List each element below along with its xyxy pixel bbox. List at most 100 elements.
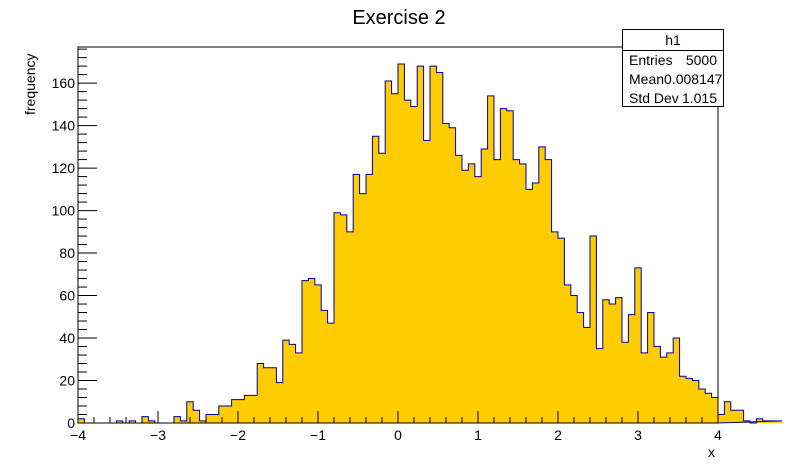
histogram-bar: [615, 297, 623, 423]
y-tick-label: 20: [59, 373, 75, 389]
y-tick-label: 60: [59, 288, 75, 304]
histogram-bar: [756, 418, 764, 423]
histogram-bar: [199, 420, 207, 423]
stats-label: Entries: [629, 52, 673, 68]
histogram-bar: [270, 367, 277, 423]
histogram-bar: [282, 340, 290, 423]
histogram-bar: [538, 146, 546, 424]
histogram-bar: [340, 214, 348, 423]
histogram-bar: [180, 420, 188, 423]
x-tick-label: −2: [230, 427, 246, 443]
histogram-bar: [558, 238, 565, 423]
histogram-bar: [385, 80, 392, 423]
histogram-bar: [417, 66, 424, 423]
histogram-bar: [673, 338, 680, 423]
histogram-bar: [487, 95, 495, 423]
stats-row-entries: Entries 5000: [623, 51, 723, 70]
y-tick-label: 80: [59, 245, 75, 261]
histogram-bar: [193, 410, 200, 423]
histogram-bar: [551, 231, 559, 423]
histogram-bar: [660, 357, 668, 423]
histogram-bar: [263, 367, 271, 423]
histogram-bar: [654, 346, 661, 423]
x-tick-label: 0: [394, 427, 402, 443]
histogram-bar: [494, 159, 501, 423]
histogram-bar: [174, 416, 181, 423]
y-axis-label: frequency: [22, 54, 38, 115]
histogram-bar: [737, 410, 744, 423]
histogram-bar: [730, 410, 738, 423]
x-axis-label: x: [708, 444, 715, 460]
histogram-bar: [500, 108, 508, 423]
histogram-bar: [404, 100, 412, 423]
histogram-bar: [250, 395, 258, 423]
histogram-bar: [583, 327, 591, 423]
histogram-bar: [391, 93, 399, 423]
histogram-bar: [513, 159, 520, 423]
histogram-bar: [449, 127, 456, 423]
histogram-bar: [244, 395, 252, 423]
histogram-bar: [308, 278, 316, 423]
histogram-bar: [327, 323, 335, 423]
x-tick-label: −1: [310, 427, 326, 443]
x-tick-label: 1: [474, 427, 482, 443]
stats-value: 0.008147: [664, 71, 723, 87]
x-tick-label: −4: [70, 427, 86, 443]
histogram-bar: [186, 401, 194, 423]
histogram-bar: [276, 382, 284, 423]
histogram-bar: [481, 148, 488, 423]
y-tick-label: 160: [52, 75, 76, 91]
histogram-bar: [142, 416, 149, 423]
histogram-bar: [225, 406, 232, 423]
histogram-bar: [129, 420, 136, 423]
histogram-bar: [334, 212, 341, 423]
histogram-bar: [212, 414, 220, 423]
histogram-bar: [769, 420, 776, 423]
histogram-bar: [474, 176, 482, 423]
histogram-bar: [705, 393, 712, 423]
histogram-bar: [410, 106, 418, 423]
histogram-bar: [647, 312, 655, 423]
histogram-bar: [398, 63, 405, 423]
histogram-bar: [78, 418, 85, 423]
y-tick-label: 140: [52, 118, 76, 134]
stats-value: 1.015: [681, 90, 717, 106]
stats-row-mean: Mean 0.008147: [623, 70, 723, 89]
histogram-bar: [442, 123, 450, 423]
histogram-bar: [314, 284, 322, 423]
histogram-bar: [724, 401, 732, 423]
histogram-bar: [545, 159, 552, 423]
x-tick-label: −3: [150, 427, 166, 443]
histogram-bar: [289, 344, 296, 423]
histogram-bar: [116, 420, 124, 423]
histogram-bar: [218, 406, 226, 423]
histogram-bar: [762, 420, 770, 423]
histogram-bar: [634, 267, 642, 423]
histogram-bar: [609, 304, 616, 423]
histogram-bar: [577, 312, 584, 423]
histogram-bar: [430, 66, 437, 423]
histogram-bar: [622, 342, 629, 423]
histogram-bar: [366, 174, 373, 423]
y-tick-label: 0: [67, 415, 75, 431]
histogram-bar: [462, 170, 469, 423]
stats-value: 5000: [685, 52, 717, 68]
stats-label: Mean: [629, 71, 665, 87]
histogram-bar: [718, 414, 725, 423]
histogram-bar: [570, 295, 578, 423]
histogram-bar: [423, 140, 431, 423]
histogram-bar: [711, 397, 719, 423]
histogram-bar: [238, 399, 245, 423]
histogram-bar: [231, 399, 239, 423]
histogram-bar: [692, 380, 700, 423]
x-tick-label: 2: [554, 427, 562, 443]
stats-box-title: h1: [623, 30, 723, 51]
histogram-bar: [596, 348, 604, 423]
histogram-bar: [679, 376, 687, 423]
histogram-bar: [302, 280, 309, 423]
y-tick-label: 120: [52, 160, 76, 176]
histogram-bar: [686, 378, 693, 423]
histogram-bar: [353, 174, 360, 423]
histogram-bar: [257, 363, 264, 423]
